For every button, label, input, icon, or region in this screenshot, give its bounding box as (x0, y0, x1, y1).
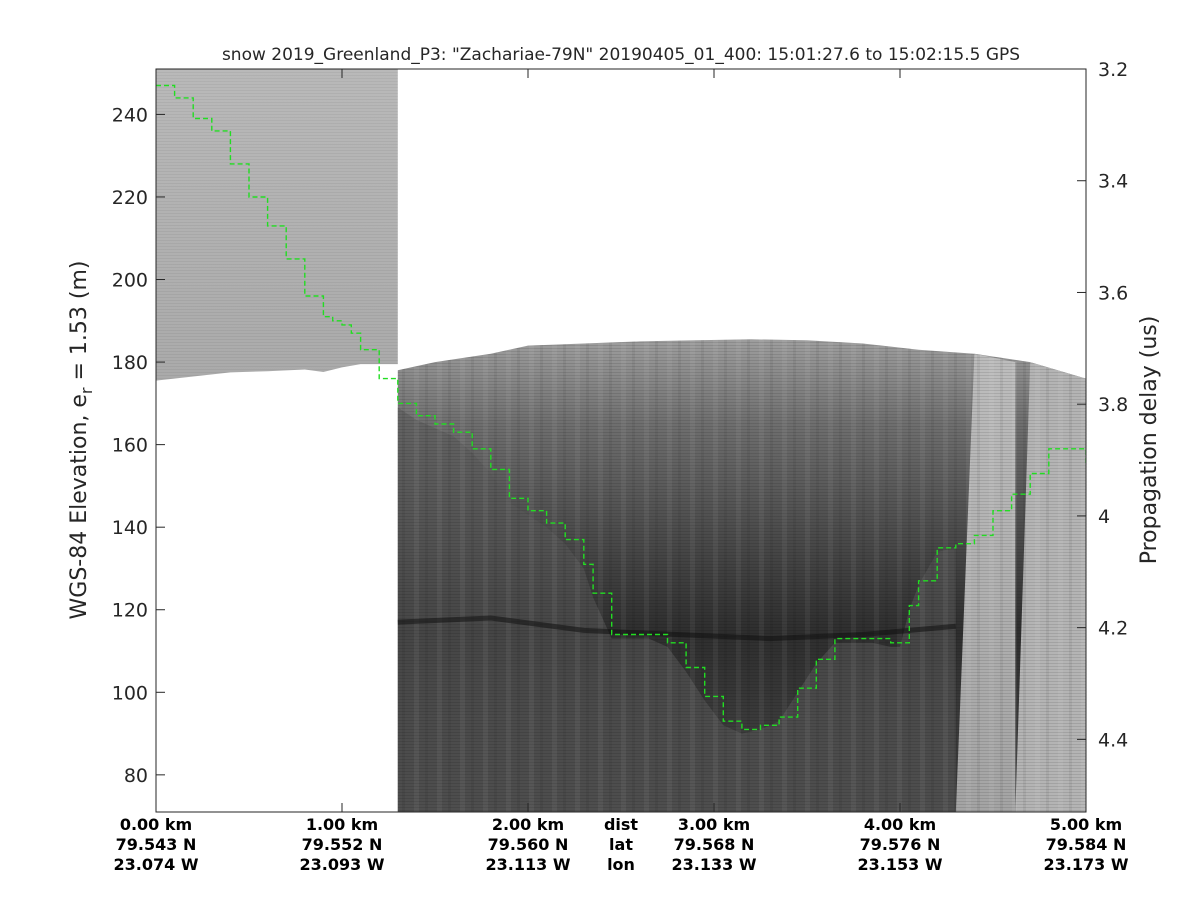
y-tick-label: 200 (112, 270, 148, 292)
x-tick-longitude: 23.113 W (486, 855, 571, 874)
x-tick-distance: 2.00 km (492, 815, 564, 834)
y-axis-label-tail: = 1.53 (m) (67, 261, 92, 388)
y-tick-label: 80 (124, 765, 148, 787)
row-label-dist: dist (604, 815, 638, 834)
y-tick-label: 220 (112, 187, 148, 209)
y2-tick-label: 3.8 (1098, 394, 1128, 416)
x-tick-latitude: 79.568 N (674, 835, 755, 854)
left-streaks (156, 69, 398, 381)
y-tick-label: 160 (112, 435, 148, 457)
y-tick-label: 100 (112, 682, 148, 704)
y-axis-label-main: WGS-84 Elevation, e (67, 394, 92, 619)
y2-tick-label: 4 (1098, 506, 1110, 528)
x-tick-distance: 3.00 km (678, 815, 750, 834)
plot-frame (155, 68, 1087, 813)
y2-axis-label: Propagation delay (us) (1137, 316, 1162, 565)
surface-trace-green (156, 84, 1086, 731)
y2-tick-label: 4.4 (1098, 729, 1128, 751)
y-tick-label: 240 (112, 104, 148, 126)
x-tick-distance: 5.00 km (1050, 815, 1122, 834)
y-tick-label: 180 (112, 352, 148, 374)
x-tick-latitude: 79.576 N (860, 835, 941, 854)
x-tick-distance: 4.00 km (864, 815, 936, 834)
y-axis-label-subscript: r (77, 387, 96, 394)
x-tick-longitude: 23.093 W (300, 855, 385, 874)
x-tick-latitude: 79.552 N (302, 835, 383, 854)
x-tick-longitude: 23.133 W (672, 855, 757, 874)
y2-tick-label: 3.4 (1098, 171, 1128, 193)
x-tick-distance: 1.00 km (306, 815, 378, 834)
x-tick-distance: 0.00 km (120, 815, 192, 834)
y2-tick-label: 3.2 (1098, 59, 1128, 81)
row-label-lat: lat (609, 835, 633, 854)
x-tick-longitude: 23.153 W (858, 855, 943, 874)
x-tick-longitude: 23.173 W (1044, 855, 1129, 874)
chart-title: snow 2019_Greenland_P3: "Zachariae-79N" … (222, 45, 1020, 65)
vertical-streaks (397, 339, 1086, 812)
x-tick-latitude: 79.584 N (1046, 835, 1127, 854)
y-tick-label: 140 (112, 517, 148, 539)
dark-internal-layer (397, 615, 957, 642)
x-tick-latitude: 79.543 N (116, 835, 197, 854)
y-axis-label: WGS-84 Elevation, er = 1.53 (m) (67, 261, 96, 620)
y2-tick-label: 3.6 (1098, 282, 1128, 304)
y-tick-label: 120 (112, 600, 148, 622)
x-tick-longitude: 23.074 W (114, 855, 199, 874)
y2-tick-label: 4.2 (1098, 618, 1128, 640)
x-tick-latitude: 79.560 N (488, 835, 569, 854)
row-label-lon: lon (607, 855, 635, 874)
